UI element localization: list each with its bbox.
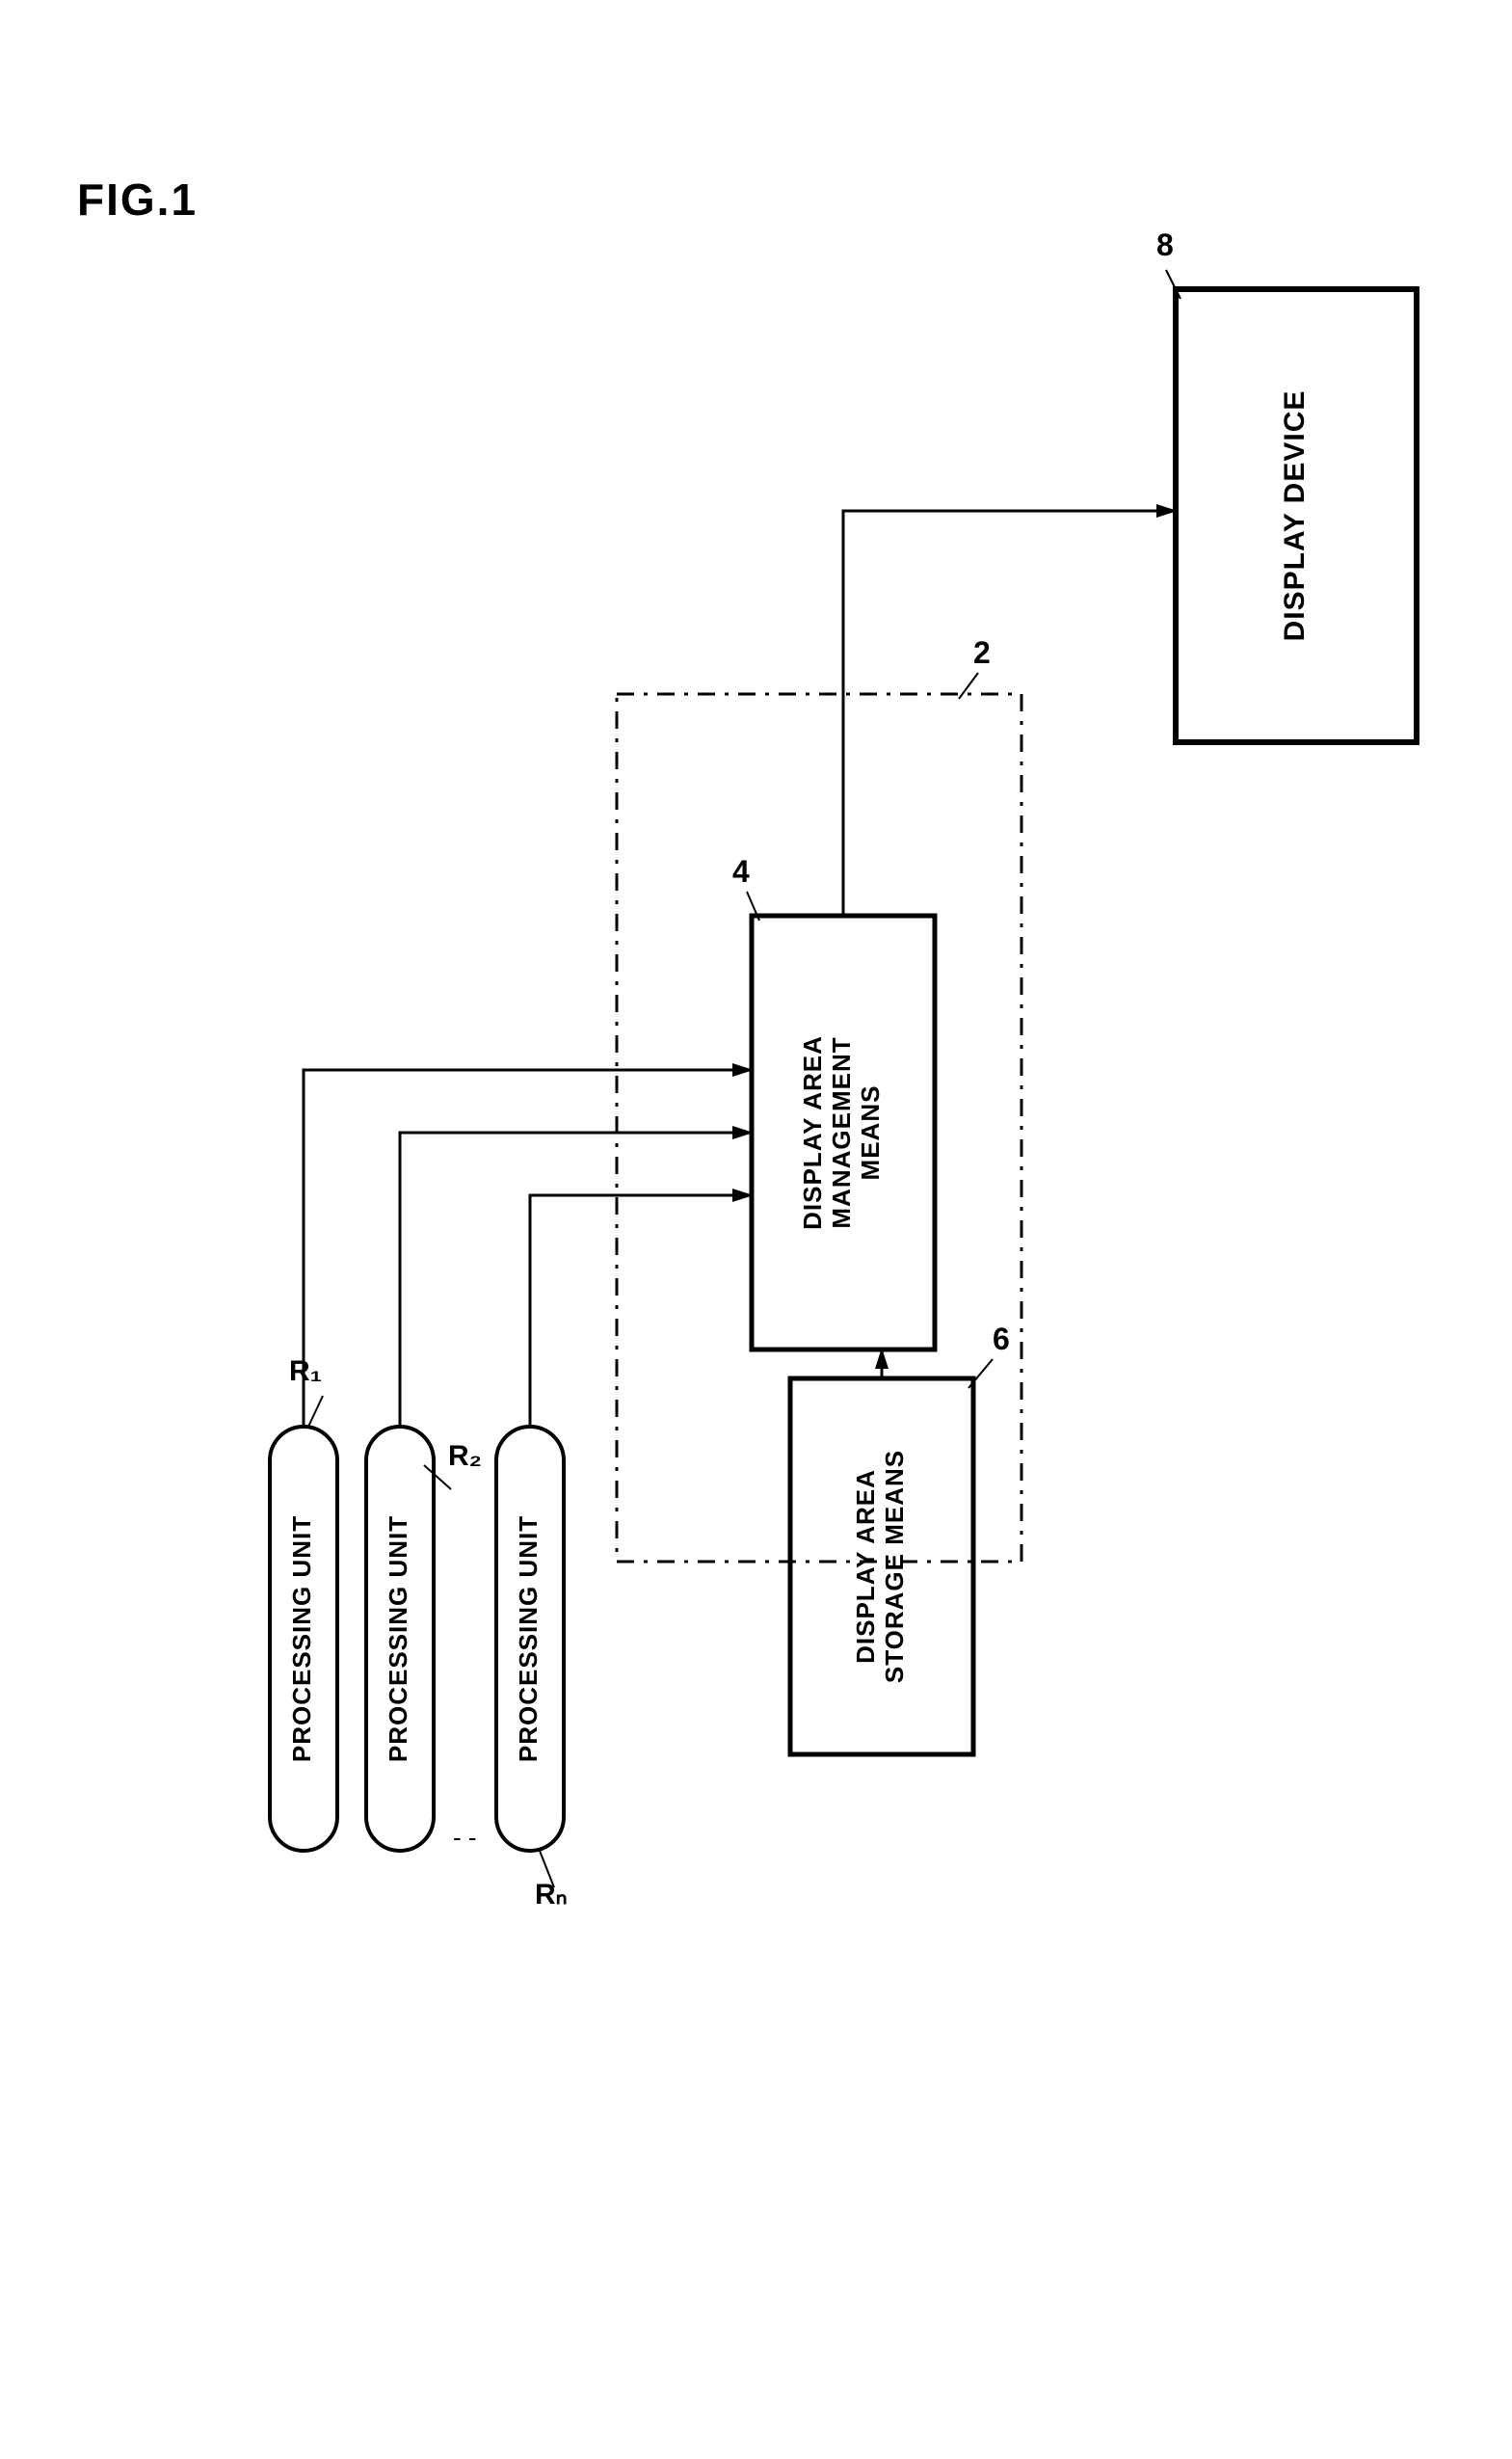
edge-arrow <box>843 511 1176 916</box>
display-device-label: DISPLAY DEVICE <box>1279 390 1311 642</box>
processing-unit-callout: R₁ <box>289 1355 322 1387</box>
svg-text:DISPLAY DEVICE: DISPLAY DEVICE <box>1279 390 1311 642</box>
edge-arrow <box>304 1070 752 1427</box>
svg-text:STORAGE MEANS: STORAGE MEANS <box>880 1450 909 1683</box>
processing-unit-callout: Rₙ <box>535 1879 568 1911</box>
svg-text:PROCESSING UNIT: PROCESSING UNIT <box>384 1515 412 1762</box>
svg-text:MANAGEMENT: MANAGEMENT <box>827 1036 856 1228</box>
svg-text:PROCESSING UNIT: PROCESSING UNIT <box>514 1515 543 1762</box>
svg-text:DISPLAY AREA: DISPLAY AREA <box>798 1035 827 1230</box>
edge-arrow <box>530 1195 752 1427</box>
processing-unit-label: PROCESSING UNIT <box>287 1515 316 1762</box>
svg-text:DISPLAY AREA: DISPLAY AREA <box>851 1469 880 1664</box>
management-callout: 4 <box>732 854 750 889</box>
storage-label: DISPLAY AREASTORAGE MEANS <box>851 1450 909 1683</box>
management-label: DISPLAY AREAMANAGEMENTMEANS <box>798 1035 885 1230</box>
storage-callout: 6 <box>993 1322 1010 1356</box>
processing-unit-label: PROCESSING UNIT <box>384 1515 412 1762</box>
container-callout: 2 <box>973 635 991 670</box>
diagram-canvas: 2DISPLAY AREAMANAGEMENTMEANS4DISPLAY ARE… <box>0 0 1512 2459</box>
display-device-callout: 8 <box>1156 227 1174 262</box>
edge-arrow <box>400 1133 752 1427</box>
processing-unit-label: PROCESSING UNIT <box>514 1515 543 1762</box>
svg-text:MEANS: MEANS <box>856 1085 885 1181</box>
svg-text:PROCESSING UNIT: PROCESSING UNIT <box>287 1515 316 1762</box>
processing-unit-ellipsis: - - <box>453 1823 477 1852</box>
processing-unit-callout: R₂ <box>448 1440 482 1472</box>
